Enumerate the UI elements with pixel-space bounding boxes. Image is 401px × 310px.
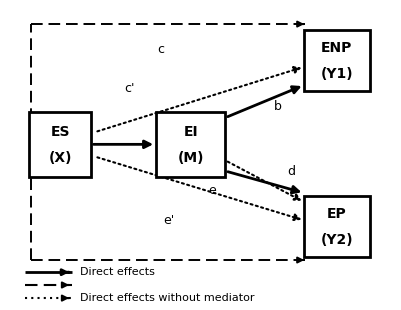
- Text: Direct effects: Direct effects: [80, 267, 155, 277]
- Text: e: e: [209, 184, 216, 197]
- FancyBboxPatch shape: [304, 30, 370, 91]
- Text: b: b: [273, 100, 282, 113]
- Text: (M): (M): [177, 151, 204, 165]
- Text: (Y2): (Y2): [321, 233, 353, 247]
- Text: ENP: ENP: [321, 42, 352, 55]
- Text: (X): (X): [49, 151, 72, 165]
- Text: (Y1): (Y1): [321, 67, 353, 81]
- Text: Direct effects without mediator: Direct effects without mediator: [80, 293, 254, 303]
- FancyBboxPatch shape: [304, 196, 370, 257]
- Text: c: c: [158, 43, 164, 56]
- Text: c': c': [124, 82, 135, 95]
- FancyBboxPatch shape: [156, 112, 225, 177]
- FancyBboxPatch shape: [29, 112, 91, 177]
- Text: EP: EP: [327, 207, 347, 221]
- Text: ES: ES: [51, 125, 70, 139]
- Text: EI: EI: [183, 125, 198, 139]
- Text: d: d: [288, 165, 296, 178]
- Text: e': e': [163, 214, 174, 227]
